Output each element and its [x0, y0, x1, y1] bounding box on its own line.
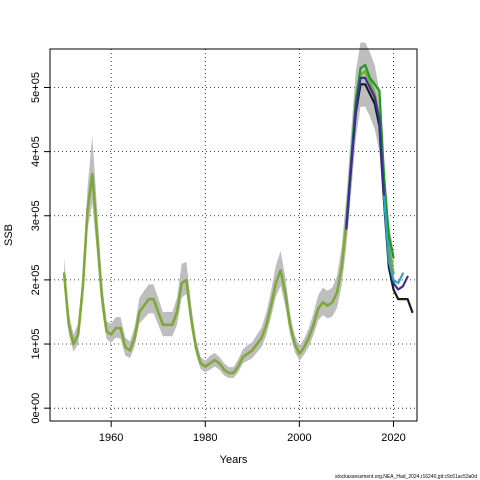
y-tick-label: 1e+05 — [30, 329, 42, 360]
y-tick-label: 2e+05 — [30, 264, 42, 295]
series-lines-layer — [62, 63, 414, 375]
confidence-band-layer — [64, 42, 394, 378]
series-line-5 — [383, 195, 404, 285]
y-axis: 0e+00 1e+05 2e+05 3e+05 4e+05 5e+05 — [30, 72, 50, 424]
x-axis-title: Years — [220, 454, 248, 466]
y-axis-title: SSB — [3, 224, 15, 246]
x-tick-label: 1980 — [193, 432, 217, 444]
y-tick-label: 4e+05 — [30, 136, 42, 167]
y-tick-label: 5e+05 — [30, 72, 42, 103]
x-tick-label: 1960 — [99, 432, 123, 444]
confidence-band — [64, 42, 394, 378]
x-axis: 1960 1980 2000 2020 — [99, 421, 406, 444]
plot-frame — [49, 48, 418, 422]
series-line-4 — [345, 76, 409, 291]
y-tick-label: 0e+00 — [30, 393, 42, 424]
y-tick-label: 3e+05 — [30, 200, 42, 231]
footer-credit: stockassessment.org,NEA_Had_2024,r16240,… — [335, 474, 477, 480]
x-tick-label: 2020 — [381, 432, 405, 444]
series-line-1 — [62, 70, 395, 375]
x-tick-label: 2000 — [287, 432, 311, 444]
